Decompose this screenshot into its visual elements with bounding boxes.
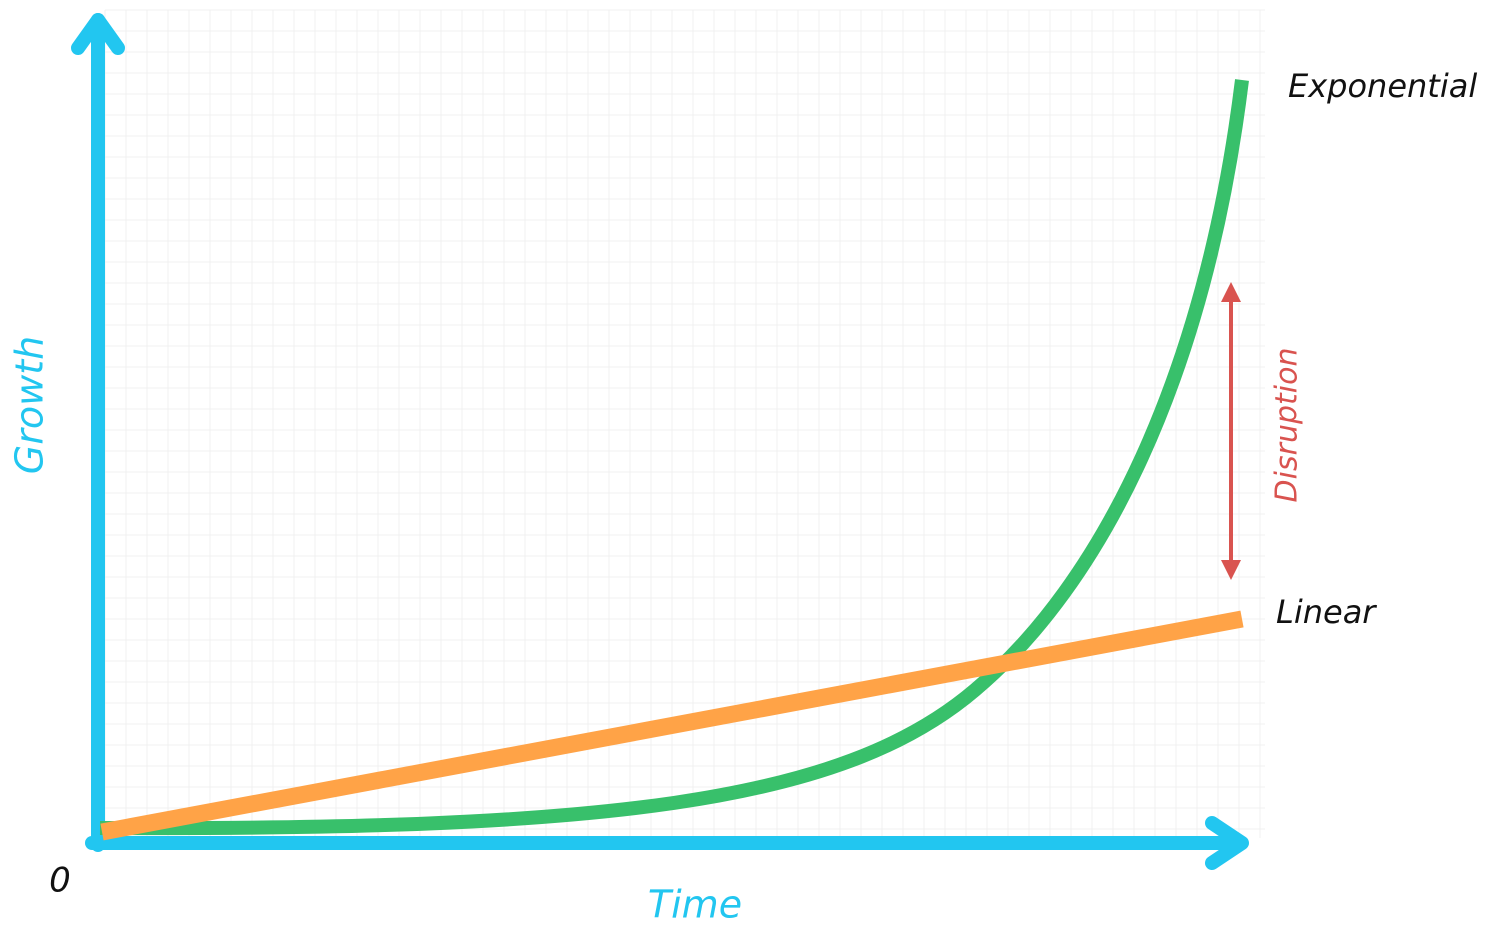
linear-label: Linear bbox=[1276, 593, 1377, 631]
exponential-label: Exponential bbox=[1288, 67, 1477, 105]
origin-label: 0 bbox=[49, 861, 71, 901]
axes bbox=[71, 13, 1249, 870]
y-axis-arrow bbox=[71, 13, 125, 55]
exponential-curve bbox=[99, 79, 1249, 836]
linear-line bbox=[100, 610, 1244, 841]
x-axis-arrow bbox=[1205, 816, 1249, 870]
y-axis-label: Growth bbox=[8, 336, 52, 474]
x-axis-label: Time bbox=[648, 883, 742, 926]
disruption-arrow bbox=[1221, 282, 1241, 580]
grid bbox=[104, 9, 1265, 838]
disruption-label: Disruption bbox=[1270, 348, 1305, 503]
